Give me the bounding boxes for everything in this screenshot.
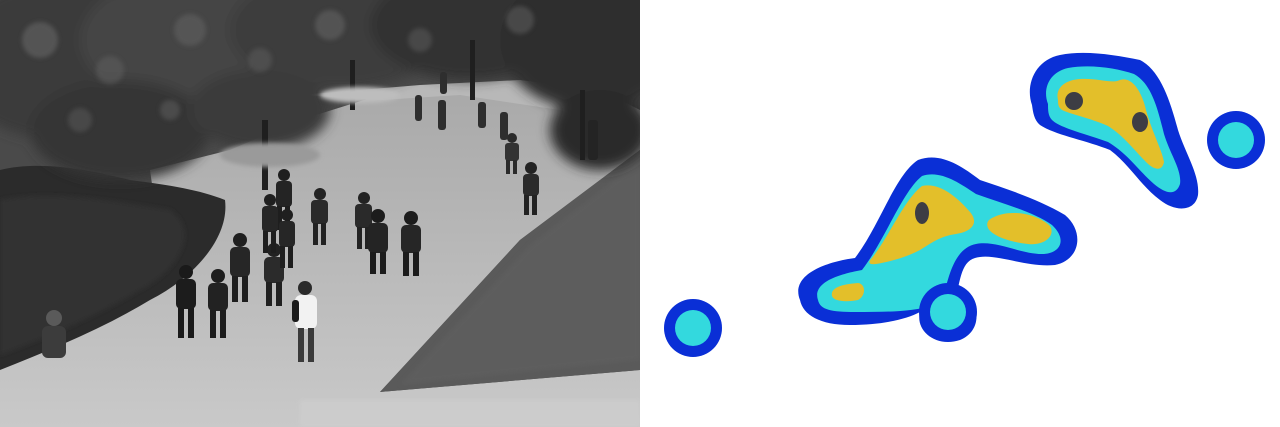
crowd-scene-photo [0, 0, 640, 427]
crowd-scene-panel [0, 0, 640, 427]
person [230, 233, 250, 302]
density-map-panel [640, 0, 1280, 427]
density-peak [915, 202, 929, 224]
person [264, 243, 284, 306]
person [176, 265, 196, 338]
person [262, 194, 278, 253]
person [368, 209, 388, 274]
person [523, 162, 539, 215]
density-blob-small-left [664, 299, 722, 357]
density-level-high [1057, 78, 1164, 169]
density-map [640, 0, 1280, 427]
person [401, 211, 421, 276]
density-level-mid [930, 294, 966, 330]
person [505, 133, 519, 174]
density-blob-center [798, 157, 1078, 342]
seated-person [42, 310, 66, 358]
distant-people [415, 72, 598, 160]
density-level-mid [817, 174, 1061, 327]
pedestrians [42, 72, 598, 362]
tree-canopy [0, 0, 640, 180]
density-peak [1065, 92, 1083, 110]
density-level-high [831, 185, 1052, 302]
person [208, 269, 228, 338]
density-level-mid [675, 310, 711, 346]
density-peak [1132, 112, 1148, 132]
person [355, 192, 372, 249]
person [279, 209, 295, 268]
person [311, 188, 328, 245]
density-blob-upper-right [1029, 52, 1265, 209]
person-white-jacket [292, 281, 317, 362]
density-level-mid [1218, 122, 1254, 158]
